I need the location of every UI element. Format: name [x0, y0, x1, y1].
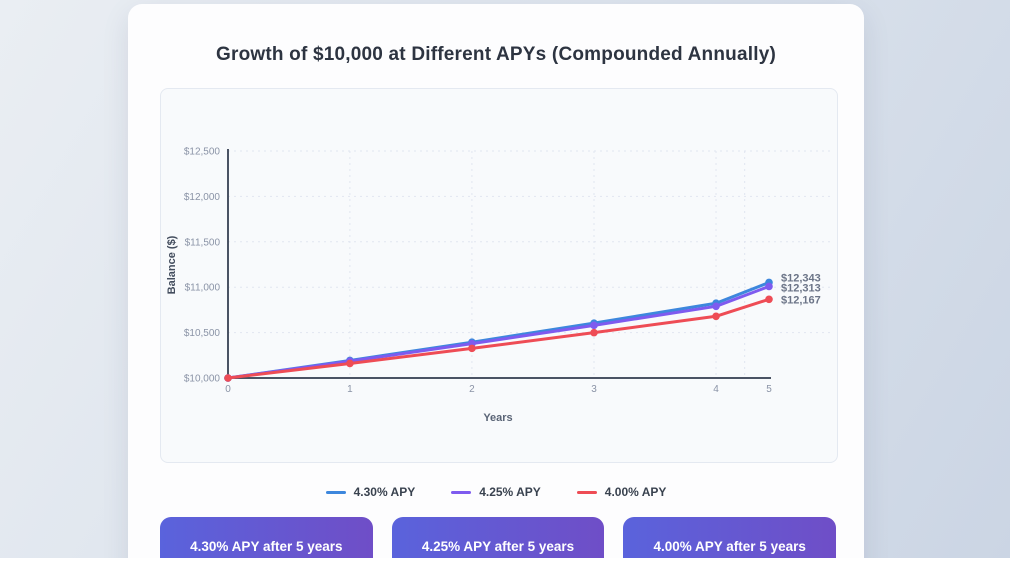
- legend-label: 4.30% APY: [353, 485, 416, 499]
- data-point-marker: [712, 312, 720, 321]
- x-tick-label: 0: [225, 384, 231, 395]
- legend-item[interactable]: 4.30% APY: [325, 485, 416, 499]
- summary-buttons-row: 4.30% APY after 5 years 4.25% APY after 5…: [160, 517, 837, 558]
- data-point-marker: [468, 344, 476, 353]
- data-point-marker: [712, 302, 720, 311]
- legend-swatch: [325, 490, 346, 494]
- chart-panel: $10,000 $10,500 $11,000 $11,500 $12,000 $12,5…: [160, 88, 838, 463]
- data-point-marker: [765, 282, 773, 291]
- series-line: [226, 297, 771, 380]
- end-value-label: $12,313: [781, 282, 821, 294]
- x-tick-label: 4: [713, 384, 719, 395]
- data-point-marker: [590, 321, 598, 330]
- series-line: [226, 284, 771, 380]
- legend-swatch: [451, 490, 472, 494]
- y-tick-label: $12,000: [184, 192, 221, 203]
- legend-swatch: [576, 490, 597, 494]
- summary-button[interactable]: 4.00% APY after 5 years: [623, 517, 837, 558]
- x-axis-title: Years: [483, 412, 512, 424]
- legend-item[interactable]: 4.00% APY: [576, 485, 667, 499]
- y-tick-label: $11,500: [185, 237, 221, 248]
- legend-label: 4.25% APY: [479, 485, 541, 499]
- end-value-label: $12,343: [781, 272, 821, 284]
- y-tick-label: $10,000: [184, 374, 221, 385]
- x-tick-label: 2: [469, 384, 475, 395]
- x-tick-label: 3: [591, 384, 597, 395]
- data-point-marker: [346, 359, 354, 368]
- y-axis-title: Balance ($): [166, 235, 178, 294]
- y-tick-label: $11,000: [185, 283, 221, 294]
- data-point-marker: [765, 295, 773, 304]
- line-chart: $10,000 $10,500 $11,000 $11,500 $12,000 $12,5…: [166, 147, 833, 424]
- legend-item[interactable]: 4.25% APY: [451, 485, 541, 499]
- end-value-label: $12,167: [781, 294, 821, 306]
- series-line: [226, 280, 771, 380]
- chart-title: Growth of $10,000 at Different APYs (Com…: [216, 44, 776, 65]
- chart-card: Growth of $10,000 at Different APYs (Com…: [128, 4, 864, 558]
- summary-button[interactable]: 4.30% APY after 5 years: [160, 517, 373, 558]
- x-tick-label: 5: [766, 384, 772, 395]
- chart-legend: 4.30% APY 4.25% APY 4.00% APY: [128, 485, 864, 499]
- y-tick-label: $10,500: [184, 328, 221, 339]
- legend-label: 4.00% APY: [604, 485, 667, 499]
- x-tick-label: 1: [347, 384, 353, 395]
- data-point-marker: [590, 328, 598, 337]
- summary-button[interactable]: 4.25% APY after 5 years: [391, 517, 605, 558]
- data-point-marker: [224, 374, 232, 382]
- y-tick-label: $12,500: [184, 147, 221, 158]
- page-background: Growth of $10,000 at Different APYs (Com…: [0, 0, 1010, 558]
